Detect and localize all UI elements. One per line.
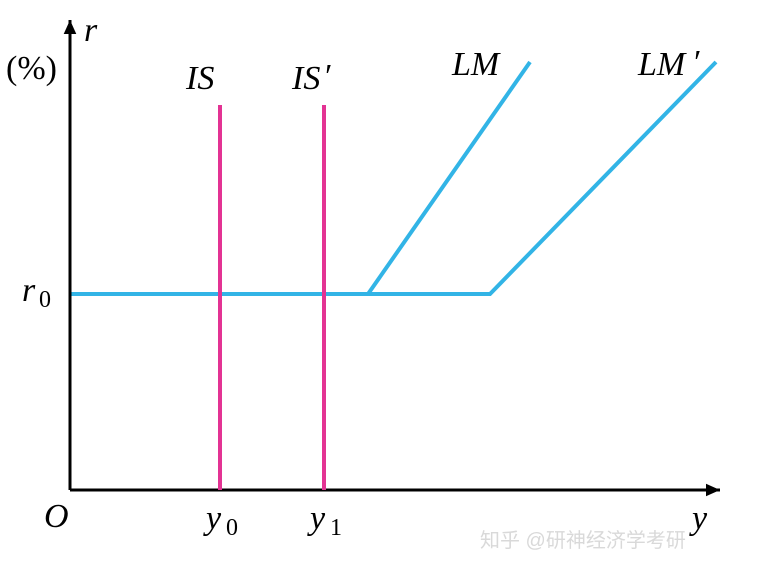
- r0-sub-label: 0: [39, 287, 51, 314]
- x-axis-arrow-icon: [706, 484, 720, 497]
- is-label: IS: [186, 60, 214, 98]
- y0-label: y: [206, 500, 221, 538]
- y-axis-label-pct: (%): [6, 50, 57, 88]
- lm-prime-apostrophe: ′: [694, 44, 701, 82]
- y-axis-arrow-icon: [64, 20, 77, 34]
- y1-label: y: [310, 500, 325, 538]
- watermark: 知乎 @研神经济学考研: [480, 524, 686, 553]
- lm-label: LM: [452, 46, 499, 84]
- lm-prime-label: LM: [638, 46, 685, 84]
- y-axis-label-r: r: [84, 12, 97, 50]
- is-prime-apostrophe: ′: [325, 58, 332, 96]
- islm-chart: Oyr(%)r0y0y1ISIS′LMLM′知乎 @研神经济学考研: [0, 0, 775, 561]
- r0-label: r: [22, 272, 35, 310]
- chart-svg: [0, 0, 775, 561]
- is-prime-label: IS: [292, 60, 320, 98]
- y1-sub-label: 1: [330, 515, 342, 542]
- origin-label: O: [44, 498, 69, 536]
- y0-sub-label: 0: [226, 515, 238, 542]
- x-axis-label: y: [692, 500, 707, 538]
